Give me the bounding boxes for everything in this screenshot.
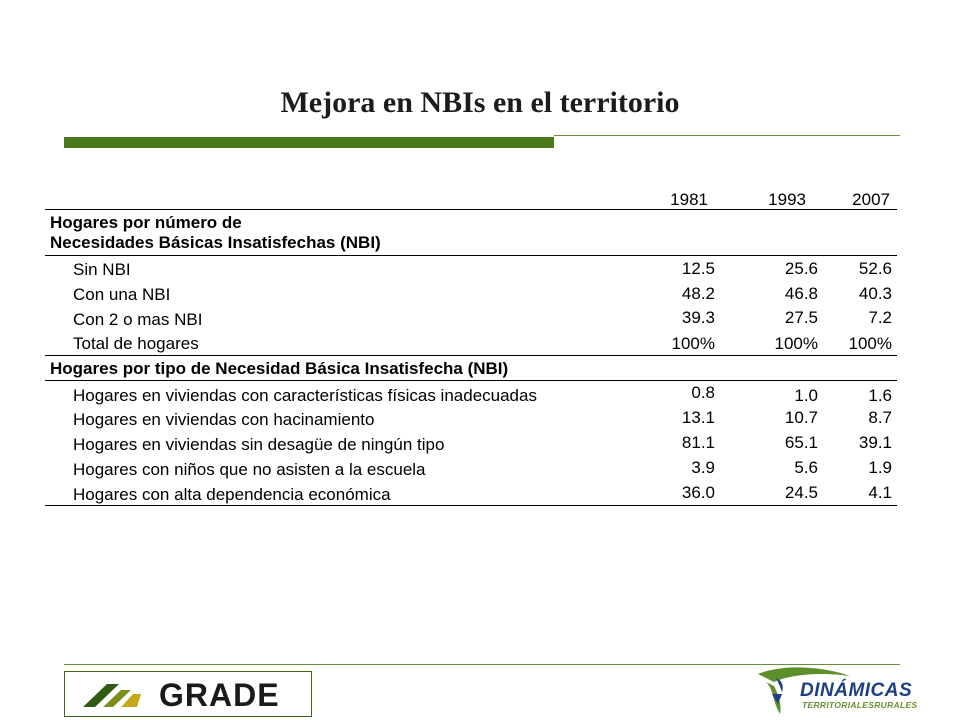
- header-divider: [45, 209, 897, 210]
- dinamicas-subtitle: TERRITORIALESRURALES: [802, 700, 918, 710]
- value-1993: 27.5: [784, 308, 818, 327]
- value-1981: 12.5: [681, 259, 715, 278]
- section1-heading-line2: Necesidades Básicas Insatisfechas (NBI): [50, 233, 381, 252]
- row-label: Con una NBI: [73, 285, 171, 304]
- title-underline-line: [554, 135, 900, 136]
- row-label: Total de hogares: [73, 334, 199, 353]
- value-1993: 46.8: [784, 284, 818, 303]
- grade-wordmark: GRADE: [159, 677, 280, 713]
- value-2007: 52.6: [858, 259, 892, 278]
- value-1993: 1.0: [794, 386, 818, 405]
- year-header-2007: 2007: [852, 190, 890, 209]
- row-label: Sin NBI: [73, 260, 131, 279]
- footer-line: [64, 664, 900, 665]
- value-1993: 5.6: [794, 458, 818, 477]
- value-1993: 24.5: [784, 483, 818, 502]
- table-bottom-border: [45, 505, 897, 506]
- row-label: Hogares con alta dependencia económica: [73, 485, 391, 504]
- section2-divider: [45, 380, 897, 381]
- grade-logo: GRADE: [64, 671, 312, 717]
- year-header-1981: 1981: [670, 190, 708, 209]
- dinamicas-wordmark: DINÁMICAS: [800, 680, 913, 701]
- value-1993: 100%: [774, 334, 818, 353]
- slide-title: Mejora en NBIs en el territorio: [280, 86, 680, 119]
- value-2007: 7.2: [868, 308, 892, 327]
- value-1993: 65.1: [784, 433, 818, 452]
- year-header-1993: 1993: [768, 190, 806, 209]
- grade-mark-icon: [83, 684, 141, 707]
- value-1981: 48.2: [681, 284, 715, 303]
- section1-heading-line1: Hogares por número de: [50, 213, 242, 232]
- row-label: Hogares con niños que no asisten a la es…: [73, 460, 426, 479]
- value-2007: 8.7: [868, 408, 892, 427]
- section2-heading: Hogares por tipo de Necesidad Básica Ins…: [50, 359, 509, 378]
- value-2007: 100%: [848, 334, 892, 353]
- row-label: Hogares en viviendas con características…: [73, 386, 537, 405]
- value-1981: 100%: [671, 334, 715, 353]
- section-divider: [45, 355, 897, 356]
- title-underline-bar: [64, 137, 554, 148]
- dinamicas-emblem-icon: [758, 667, 850, 714]
- value-1993: 25.6: [784, 259, 818, 278]
- value-2007: 1.6: [868, 386, 892, 405]
- row-label: Hogares en viviendas con hacinamiento: [73, 410, 375, 429]
- value-2007: 1.9: [868, 458, 892, 477]
- value-1981: 0.8: [691, 383, 715, 402]
- value-2007: 40.3: [858, 284, 892, 303]
- value-1993: 10.7: [784, 408, 818, 427]
- row-label: Hogares en viviendas sin desagüe de ning…: [73, 435, 445, 454]
- row-label: Con 2 o mas NBI: [73, 310, 203, 329]
- value-1981: 36.0: [681, 483, 715, 502]
- value-1981: 3.9: [691, 458, 715, 477]
- section1-divider: [45, 255, 897, 256]
- value-2007: 39.1: [858, 433, 892, 452]
- value-1981: 81.1: [681, 433, 715, 452]
- value-1981: 39.3: [681, 308, 715, 327]
- value-1981: 13.1: [681, 408, 715, 427]
- value-2007: 4.1: [868, 483, 892, 502]
